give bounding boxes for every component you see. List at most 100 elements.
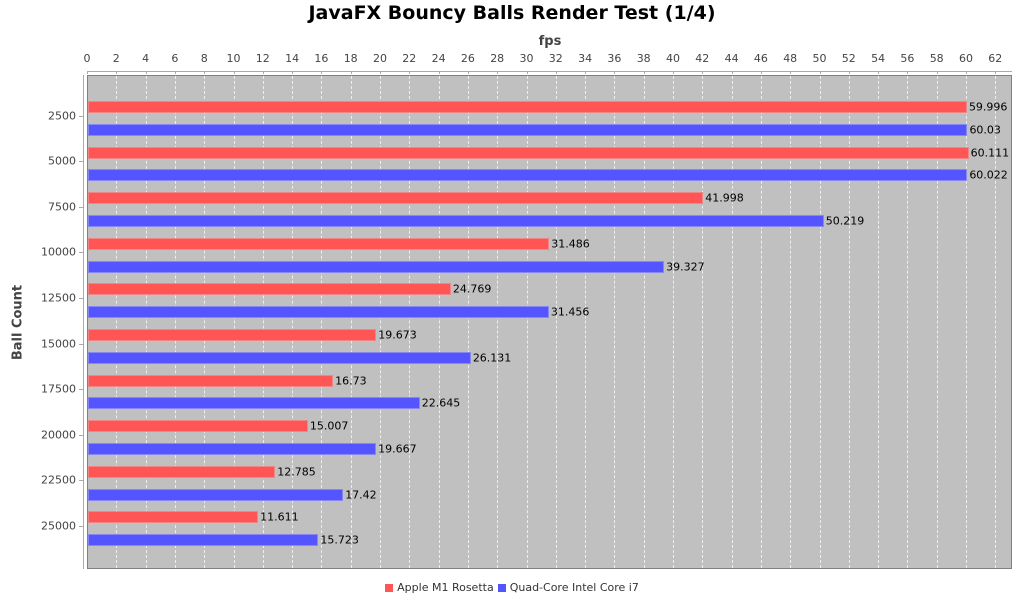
grid-line (907, 76, 909, 568)
bar (88, 169, 968, 182)
grid-line (350, 76, 352, 568)
x-tick-label: 34 (578, 52, 593, 65)
x-tick-mark (731, 71, 733, 74)
y-tick-mark (79, 389, 83, 391)
bar (88, 488, 344, 501)
x-tick-label: 20 (373, 52, 387, 65)
y-axis-line (83, 75, 84, 569)
chart-title: JavaFX Bouncy Balls Render Test (1/4) (308, 2, 716, 24)
x-tick-label: 56 (900, 52, 915, 65)
bar (88, 420, 308, 433)
y-tick-mark (79, 525, 83, 527)
x-tick-mark (878, 71, 880, 74)
y-tick-mark (79, 161, 83, 163)
x-tick-label: 2 (112, 52, 120, 65)
x-tick-label: 30 (519, 52, 534, 65)
grid-line (116, 76, 118, 568)
bar-value-label: 41.998 (705, 191, 744, 205)
bar (88, 374, 334, 387)
grid-line (819, 76, 821, 568)
legend-label: Quad-Core Intel Core i7 (509, 581, 639, 594)
bar (88, 329, 377, 341)
bar-value-label: 12.785 (277, 465, 316, 479)
grid-line (380, 76, 381, 568)
x-tick-mark (145, 71, 147, 74)
bar (88, 465, 276, 478)
x-tick-label: 58 (929, 52, 944, 65)
x-tick-label: 0 (83, 52, 91, 65)
x-tick-mark (643, 71, 645, 74)
plot-area: 59.996 60.03 60.111 60.022 41.998 50.219 31.48… (87, 75, 1012, 569)
legend-label: Apple M1 Rosetta (397, 581, 494, 594)
x-tick-mark (233, 71, 235, 74)
y-tick-mark (79, 297, 83, 299)
x-tick-mark (995, 71, 997, 74)
x-tick-label: 24 (431, 52, 446, 65)
grid-line (467, 76, 469, 568)
x-tick-label: 32 (548, 52, 563, 65)
bar-value-label: 50.219 (825, 214, 865, 228)
x-tick-mark (350, 71, 352, 74)
x-tick-label: 52 (841, 52, 856, 65)
x-tick-label: 12 (255, 52, 270, 65)
grid-line (262, 76, 264, 568)
legend-swatch-icon (497, 583, 506, 592)
grid-line (790, 76, 792, 568)
grid-line (673, 76, 674, 568)
bar-value-label: 24.769 (452, 282, 492, 296)
x-tick-mark (87, 71, 88, 74)
x-tick-label: 22 (402, 52, 417, 65)
bar-value-label: 31.456 (550, 305, 590, 319)
bar-value-label: 31.486 (551, 237, 590, 251)
x-tick-mark (614, 71, 616, 74)
bar (88, 260, 665, 273)
x-tick-mark (790, 71, 792, 74)
y-tick-mark (79, 343, 83, 345)
y-tick-label: 15000 (41, 337, 76, 350)
y-tick-mark (79, 434, 83, 436)
grid-line (848, 76, 850, 568)
grid-line (145, 76, 147, 568)
x-tick-mark (438, 71, 440, 74)
x-tick-mark (936, 71, 938, 74)
x-tick-mark (116, 71, 118, 74)
x-tick-label: 28 (490, 52, 505, 65)
y-tick-label: 22500 (41, 473, 76, 487)
x-tick-mark (702, 71, 704, 74)
bar-value-label: 59.996 (968, 100, 1008, 114)
y-tick-mark (79, 115, 83, 117)
bar-value-label: 39.327 (666, 260, 705, 273)
x-tick-mark (585, 71, 587, 74)
x-tick-label: 48 (783, 52, 798, 65)
bar-value-label: 15.723 (320, 533, 359, 547)
bar (88, 306, 549, 319)
x-tick-mark (292, 71, 294, 74)
bar (88, 283, 451, 296)
y-tick-label: 25000 (41, 519, 76, 533)
grid-line (702, 76, 704, 568)
bar-value-label: 60.111 (970, 146, 1010, 160)
bar-value-label: 16.73 (335, 374, 367, 388)
y-tick-label: 10000 (41, 245, 76, 259)
grid-line (936, 76, 938, 568)
grid-line (438, 76, 440, 568)
x-tick-mark (497, 71, 499, 74)
bar-value-label: 11.611 (260, 510, 299, 524)
bar-value-label: 19.667 (378, 442, 417, 456)
x-tick-label: 4 (142, 52, 150, 65)
bar-value-label: 60.022 (969, 168, 1008, 182)
bar (88, 442, 377, 455)
x-tick-mark (174, 71, 176, 74)
x-tick-label: 46 (753, 52, 768, 65)
bar (88, 101, 967, 113)
x-tick-label: 8 (200, 52, 208, 65)
x-tick-label: 60 (959, 52, 973, 65)
grid-line (585, 76, 587, 568)
grid-line (174, 76, 176, 568)
grid-line (233, 76, 235, 568)
grid-line (614, 76, 616, 568)
y-tick-label: 2500 (48, 109, 76, 122)
bar-value-label: 17.42 (345, 488, 377, 501)
bar (88, 192, 704, 205)
bar-value-label: 22.645 (421, 396, 461, 410)
